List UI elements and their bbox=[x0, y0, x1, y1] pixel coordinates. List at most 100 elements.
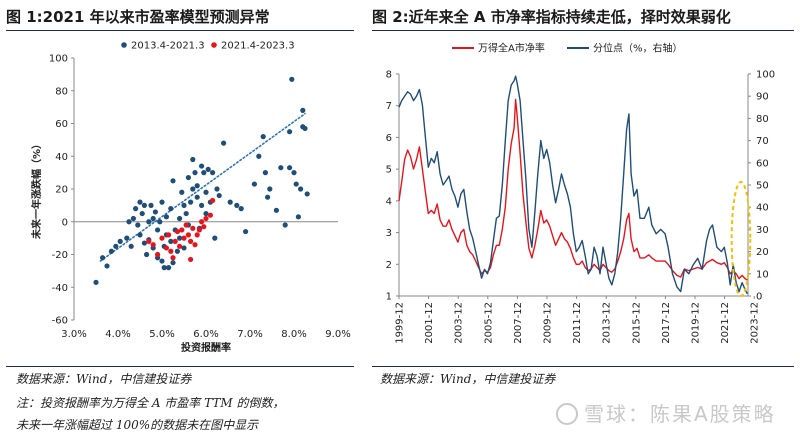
fig1-source-note: 数据来源：Wind，中信建投证券 bbox=[16, 372, 192, 386]
line-x-tick-label: 2009-12 bbox=[543, 302, 554, 344]
scatter-point-2013-2021 bbox=[262, 170, 268, 176]
scatter-point-2013-2021 bbox=[243, 228, 249, 235]
scatter-point-2013-2021 bbox=[152, 209, 158, 215]
scatter-point-2013-2021 bbox=[157, 219, 163, 225]
scatter-point-2013-2021 bbox=[174, 248, 180, 254]
fig2-bottom-rule bbox=[372, 366, 794, 367]
line-x-tick-label: 2023-12 bbox=[750, 302, 761, 344]
scatter-point-2013-2021 bbox=[155, 227, 161, 233]
scatter-point-2021-2023 bbox=[163, 245, 169, 251]
scatter-point-2013-2021 bbox=[159, 258, 165, 264]
scatter-point-2013-2021 bbox=[210, 170, 216, 176]
footnote-line-2: 未来一年涨幅超过 100%的数据未在图中显示 bbox=[16, 418, 259, 432]
line-x-tick-label: 2015-12 bbox=[631, 302, 642, 344]
scatter-point-2013-2021 bbox=[251, 181, 257, 187]
scatter-x-tick-label: 8.0% bbox=[281, 329, 306, 340]
line-left-tick-label: 4 bbox=[386, 196, 392, 207]
fig2-source-note: 数据来源：Wind，中信建投证券 bbox=[380, 372, 556, 386]
scatter-point-2013-2021 bbox=[113, 243, 119, 249]
scatter-point-2013-2021 bbox=[133, 206, 139, 212]
scatter-point-2013-2021 bbox=[256, 153, 262, 159]
scatter-legend-marker bbox=[121, 42, 127, 48]
scatter-point-2013-2021 bbox=[304, 191, 310, 197]
scatter-point-2013-2021 bbox=[185, 174, 191, 181]
pb-ratio-series-line bbox=[398, 98, 748, 281]
scatter-point-2013-2021 bbox=[141, 240, 147, 246]
scatter-point-2021-2023 bbox=[174, 228, 180, 235]
scatter-point-2013-2021 bbox=[192, 170, 198, 176]
scatter-point-2013-2021 bbox=[93, 279, 99, 285]
scatter-y-tick-label: -20 bbox=[52, 250, 68, 261]
scatter-point-2013-2021 bbox=[150, 215, 156, 222]
scatter-point-2013-2021 bbox=[203, 189, 209, 195]
scatter-point-2021-2023 bbox=[170, 255, 176, 261]
scatter-point-2013-2021 bbox=[190, 186, 196, 192]
scatter-point-2013-2021 bbox=[181, 245, 187, 251]
line-right-tick-label: 70 bbox=[756, 136, 769, 147]
scatter-point-2013-2021 bbox=[168, 206, 174, 212]
scatter-x-tick-label: 6.0% bbox=[193, 329, 218, 340]
scatter-point-2013-2021 bbox=[124, 235, 130, 241]
line-right-tick-label: 10 bbox=[756, 269, 769, 280]
scatter-point-2013-2021 bbox=[148, 202, 154, 208]
line-right-tick-label: 80 bbox=[756, 114, 769, 125]
scatter-point-2013-2021 bbox=[181, 202, 187, 208]
line-x-tick-label: 1999-12 bbox=[395, 302, 406, 344]
scatter-point-2013-2021 bbox=[166, 265, 172, 271]
scatter-y-tick-label: -40 bbox=[52, 283, 68, 294]
scatter-point-2021-2023 bbox=[179, 227, 185, 233]
scatter-point-2021-2023 bbox=[150, 242, 156, 248]
scatter-point-2013-2021 bbox=[137, 232, 143, 238]
scatter-point-2021-2023 bbox=[203, 215, 209, 222]
scatter-x-axis-label: 投资报酬率 bbox=[181, 341, 231, 354]
scatter-point-2021-2023 bbox=[146, 238, 152, 244]
scatter-point-2013-2021 bbox=[295, 214, 301, 220]
scatter-point-2013-2021 bbox=[201, 170, 207, 176]
scatter-point-2021-2023 bbox=[199, 219, 205, 225]
scatter-point-2021-2023 bbox=[177, 243, 183, 249]
fig1-title: 图 1:2021 年以来市盈率模型预测异常 bbox=[6, 8, 270, 26]
line-x-tick-label: 2017-12 bbox=[661, 302, 672, 344]
scatter-legend-marker bbox=[211, 42, 217, 48]
line-right-tick-label: 40 bbox=[756, 203, 769, 214]
scatter-y-tick-label: 80 bbox=[55, 86, 68, 97]
scatter-point-2021-2023 bbox=[210, 197, 216, 204]
scatter-point-2013-2021 bbox=[216, 192, 222, 199]
scatter-point-2013-2021 bbox=[161, 265, 167, 271]
line-x-tick-label: 2005-12 bbox=[483, 302, 494, 344]
fig2-title: 图 2:近年来全 A 市净率指标持续走低，择时效果弱化 bbox=[372, 8, 731, 26]
scatter-point-2013-2021 bbox=[199, 202, 205, 208]
scatter-point-2021-2023 bbox=[172, 238, 178, 244]
scatter-point-2021-2023 bbox=[194, 232, 200, 238]
line-x-tick-label: 2003-12 bbox=[454, 302, 465, 344]
line-left-tick-label: 5 bbox=[386, 165, 392, 176]
scatter-point-2021-2023 bbox=[192, 242, 198, 248]
line-x-tick-label: 2019-12 bbox=[691, 302, 702, 344]
percentile-series-line bbox=[398, 75, 748, 295]
scatter-point-2013-2021 bbox=[144, 251, 150, 258]
scatter-point-2013-2021 bbox=[170, 260, 176, 266]
scatter-y-tick-label: 0 bbox=[62, 217, 68, 228]
scatter-point-2013-2021 bbox=[163, 214, 169, 220]
scatter-point-2013-2021 bbox=[238, 206, 244, 212]
scatter-point-2013-2021 bbox=[170, 178, 176, 184]
scatter-point-2013-2021 bbox=[282, 222, 288, 228]
scatter-point-2021-2023 bbox=[183, 222, 189, 228]
scatter-point-2013-2021 bbox=[146, 219, 152, 225]
watermark-text: 雪球：陈果A股策略 bbox=[584, 402, 776, 426]
scatter-point-2021-2023 bbox=[185, 232, 191, 238]
scatter-x-tick-label: 5.0% bbox=[149, 329, 174, 340]
scatter-x-tick-label: 9.0% bbox=[325, 329, 350, 340]
line-x-tick-label: 2021-12 bbox=[720, 302, 731, 344]
line-right-tick-label: 30 bbox=[756, 225, 769, 236]
line-right-tick-label: 50 bbox=[756, 181, 769, 192]
scatter-point-2021-2023 bbox=[168, 248, 174, 254]
scatter-point-2021-2023 bbox=[188, 256, 194, 263]
snowball-logo-icon bbox=[556, 402, 578, 425]
scatter-point-2013-2021 bbox=[141, 202, 147, 208]
scatter-point-2013-2021 bbox=[214, 186, 220, 192]
scatter-x-tick-label: 4.0% bbox=[105, 329, 130, 340]
scatter-y-tick-label: 20 bbox=[55, 185, 68, 196]
scatter-point-2021-2023 bbox=[155, 251, 161, 258]
